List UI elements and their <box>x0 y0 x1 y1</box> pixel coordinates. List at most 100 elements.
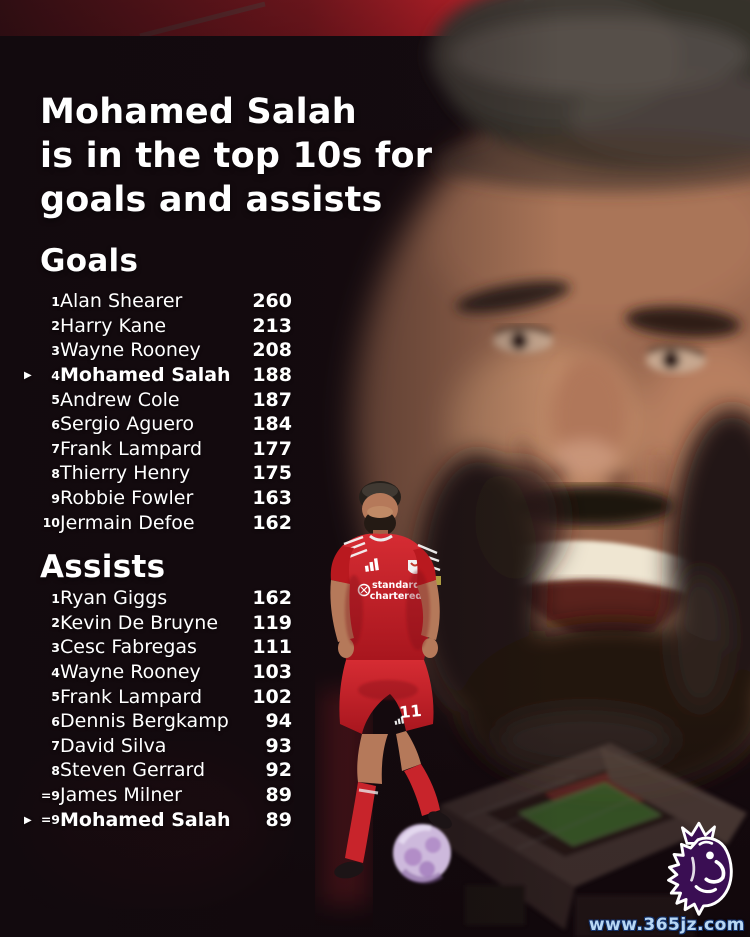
rank-label: 4 <box>51 664 60 680</box>
title-line-2: is in the top 10s for <box>40 136 433 176</box>
assists-row-8: ▶ 8 Steven Gerrard 92 <box>24 758 292 783</box>
stat-value: 163 <box>252 487 292 510</box>
player-name: Kevin De Bruyne <box>60 611 219 634</box>
assists-row-6: ▶ 6 Dennis Bergkamp 94 <box>24 709 292 734</box>
football <box>393 824 451 884</box>
assists-row-4: ▶ 4 Wayne Rooney 103 <box>24 660 292 685</box>
stat-value: 119 <box>252 611 292 634</box>
goals-heading: Goals <box>40 243 139 279</box>
player-name: Steven Gerrard <box>60 759 206 782</box>
player-name: Sergio Aguero <box>60 413 195 436</box>
stat-value: 184 <box>252 413 292 436</box>
right-arrow-icon: ▶ <box>24 370 32 382</box>
rank-label: 2 <box>51 615 60 631</box>
adidas-logo <box>364 558 379 572</box>
assists-row-2: ▶ 2 Kevin De Bruyne 119 <box>24 611 292 636</box>
rank-label: 1 <box>51 590 60 606</box>
watermark: www.365jz.com <box>588 915 745 935</box>
goals-row-3: ▶ 3 Wayne Rooney 208 <box>24 338 292 363</box>
player-name: Thierry Henry <box>60 462 191 485</box>
rank-label: 3 <box>51 639 60 655</box>
assists-row-1: ▶ 1 Ryan Giggs 162 <box>24 586 292 611</box>
rank-label: 5 <box>51 392 60 408</box>
assists-row-10: ▶ =9 Mohamed Salah 89 <box>24 807 292 832</box>
assists-list: ▶ 1 Ryan Giggs 162 ▶ 2 Kevin De Bruyne 1… <box>24 586 292 832</box>
rank-label: 1 <box>51 293 60 309</box>
player-name: Jermain Defoe <box>60 511 195 534</box>
goals-row-2: ▶ 2 Harry Kane 213 <box>24 314 292 339</box>
rank-label: =9 <box>40 812 60 828</box>
player-name: Mohamed Salah <box>60 364 231 387</box>
goals-row-6: ▶ 6 Sergio Aguero 184 <box>24 412 292 437</box>
rank-label: 8 <box>51 762 60 778</box>
player-name: Mohamed Salah <box>60 808 231 831</box>
rank-label: =9 <box>40 787 60 803</box>
rank-label: 4 <box>51 367 60 383</box>
rank-label: 2 <box>51 318 60 334</box>
player-name: Wayne Rooney <box>60 661 201 684</box>
stat-value: 93 <box>265 734 292 757</box>
rank-label: 5 <box>51 689 60 705</box>
rank-label: 9 <box>51 490 60 506</box>
player-name: Alan Shearer <box>60 290 183 313</box>
goals-row-4: ▶ 4 Mohamed Salah 188 <box>24 363 292 388</box>
shorts-number: 11 <box>398 701 422 722</box>
goals-row-10: ▶ 10 Jermain Defoe 162 <box>24 510 292 535</box>
stat-value: 92 <box>265 759 292 782</box>
stat-value: 89 <box>265 784 292 807</box>
assists-row-9: ▶ =9 James Milner 89 <box>24 783 292 808</box>
player-name: Frank Lampard <box>60 437 203 460</box>
player-name: Dennis Bergkamp <box>60 710 229 733</box>
stat-value: 213 <box>252 314 292 337</box>
stat-value: 89 <box>265 808 292 831</box>
player-name: Ryan Giggs <box>60 587 168 610</box>
player-name: Cesc Fabregas <box>60 636 197 659</box>
stat-value: 177 <box>252 437 292 460</box>
stat-value: 175 <box>252 462 292 485</box>
player-name: Harry Kane <box>60 314 167 337</box>
stat-value: 208 <box>252 339 292 362</box>
title-line-1: Mohamed Salah <box>40 92 357 132</box>
stat-value: 188 <box>252 364 292 387</box>
rank-label: 6 <box>51 713 60 729</box>
premier-league-lion-logo <box>667 821 733 916</box>
assists-row-3: ▶ 3 Cesc Fabregas 111 <box>24 635 292 660</box>
stat-value: 162 <box>252 511 292 534</box>
goals-row-7: ▶ 7 Frank Lampard 177 <box>24 437 292 462</box>
rank-label: 3 <box>51 342 60 358</box>
stat-value: 162 <box>252 587 292 610</box>
rank-label: 7 <box>51 738 60 754</box>
goals-list: ▶ 1 Alan Shearer 260 ▶ 2 Harry Kane 213 … <box>24 289 292 535</box>
stat-value: 111 <box>252 636 292 659</box>
right-arrow-icon: ▶ <box>24 814 32 826</box>
svg-text:standard: standard <box>372 580 420 591</box>
assists-heading: Assists <box>40 549 166 585</box>
rank-label: 8 <box>51 465 60 481</box>
rank-label: 10 <box>42 515 60 531</box>
title-line-3: goals and assists <box>40 180 383 220</box>
assists-row-7: ▶ 7 David Silva 93 <box>24 734 292 759</box>
svg-text:chartered: chartered <box>370 591 422 602</box>
player-name: Wayne Rooney <box>60 339 201 362</box>
salah-player-cutout: standard chartered 11 <box>330 481 452 879</box>
player-name: David Silva <box>60 734 167 757</box>
assists-row-5: ▶ 5 Frank Lampard 102 <box>24 684 292 709</box>
rank-label: 6 <box>51 416 60 432</box>
stat-value: 102 <box>252 685 292 708</box>
page-title: Mohamed Salah is in the top 10s for goal… <box>40 90 432 222</box>
player-name: Frank Lampard <box>60 685 203 708</box>
player-name: Robbie Fowler <box>60 487 194 510</box>
stat-value: 103 <box>252 661 292 684</box>
player-name: Andrew Cole <box>60 388 180 411</box>
player-name: James Milner <box>60 784 182 807</box>
goals-row-8: ▶ 8 Thierry Henry 175 <box>24 461 292 486</box>
stat-value: 260 <box>252 290 292 313</box>
stat-value: 94 <box>265 710 292 733</box>
rank-label: 7 <box>51 441 60 457</box>
goals-row-5: ▶ 5 Andrew Cole 187 <box>24 387 292 412</box>
goals-row-1: ▶ 1 Alan Shearer 260 <box>24 289 292 314</box>
goals-row-9: ▶ 9 Robbie Fowler 163 <box>24 486 292 511</box>
stat-value: 187 <box>252 388 292 411</box>
